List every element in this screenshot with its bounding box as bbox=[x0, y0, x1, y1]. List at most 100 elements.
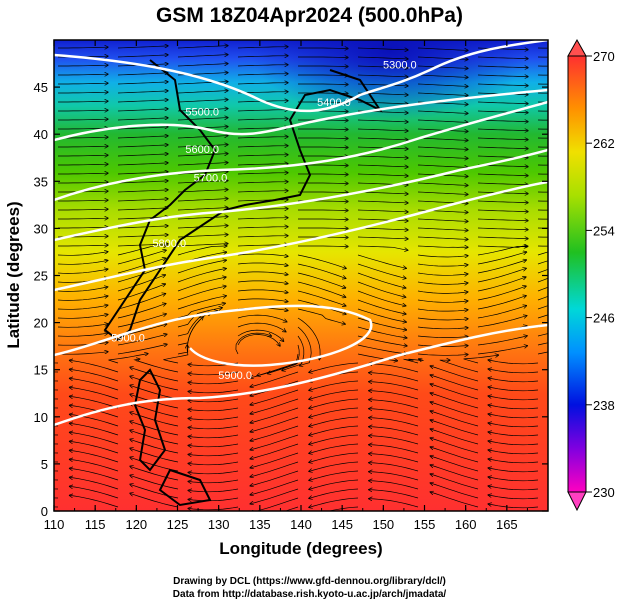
streamline bbox=[54, 497, 59, 499]
streamline bbox=[117, 226, 168, 229]
y-tick-label: 20 bbox=[34, 316, 48, 331]
streamline bbox=[309, 470, 359, 480]
streamline bbox=[57, 260, 108, 265]
streamline bbox=[439, 360, 479, 373]
streamlines bbox=[54, 46, 548, 511]
contour-label: 5400.0 bbox=[317, 97, 351, 109]
streamline bbox=[57, 324, 108, 328]
streamline bbox=[309, 425, 359, 435]
streamline bbox=[130, 466, 179, 481]
y-tick-label: 35 bbox=[34, 174, 48, 189]
streamline bbox=[309, 389, 359, 399]
streamline bbox=[130, 376, 179, 391]
streamline bbox=[298, 57, 348, 58]
streamline bbox=[188, 471, 239, 474]
y-tick-label: 30 bbox=[34, 221, 48, 236]
streamline bbox=[477, 210, 528, 212]
streamline bbox=[54, 470, 59, 472]
streamline bbox=[357, 65, 408, 68]
streamline bbox=[488, 414, 539, 419]
streamline bbox=[177, 217, 228, 220]
streamline bbox=[369, 436, 419, 445]
streamline bbox=[237, 218, 288, 219]
streamline bbox=[357, 263, 406, 278]
streamline bbox=[477, 252, 527, 265]
streamline bbox=[188, 489, 239, 492]
x-tick-label: 115 bbox=[85, 517, 106, 532]
streamline bbox=[177, 244, 228, 247]
streamline bbox=[117, 91, 168, 94]
streamline bbox=[477, 336, 527, 346]
streamline bbox=[188, 426, 239, 429]
streamline bbox=[417, 218, 468, 221]
streamline bbox=[417, 336, 468, 338]
streamline bbox=[58, 200, 108, 201]
streamline bbox=[237, 182, 288, 183]
streamline bbox=[488, 432, 539, 437]
streamline bbox=[177, 163, 228, 166]
colorbar: 270 262 254 246 238 230 bbox=[567, 38, 615, 512]
streamline bbox=[297, 254, 346, 268]
streamline bbox=[477, 57, 528, 59]
x-tick-label: 155 bbox=[414, 517, 436, 532]
streamline bbox=[177, 145, 228, 148]
streamline bbox=[417, 119, 468, 122]
streamline bbox=[57, 342, 108, 346]
streamline bbox=[177, 190, 228, 193]
streamline bbox=[369, 364, 419, 373]
streamline bbox=[177, 136, 228, 139]
streamline bbox=[117, 217, 168, 220]
streamline bbox=[237, 298, 288, 302]
streamline bbox=[117, 55, 168, 58]
streamline bbox=[58, 209, 108, 210]
streamline bbox=[309, 362, 359, 372]
streamline bbox=[357, 209, 408, 212]
y-axis-label: Latitude (degrees) bbox=[4, 201, 23, 348]
streamline bbox=[237, 191, 288, 192]
x-tick-label: 135 bbox=[249, 517, 271, 532]
streamline bbox=[54, 389, 59, 391]
streamline bbox=[477, 174, 528, 176]
x-tick-label: 165 bbox=[496, 517, 518, 532]
streamline bbox=[58, 182, 108, 183]
streamline bbox=[298, 174, 348, 175]
streamline bbox=[430, 465, 479, 481]
streamline bbox=[177, 277, 226, 292]
streamline bbox=[430, 483, 479, 499]
streamline bbox=[417, 65, 468, 68]
contour-label: 5500.0 bbox=[185, 106, 219, 118]
streamline bbox=[177, 118, 228, 121]
contour-label: 5700.0 bbox=[194, 172, 228, 184]
streamline bbox=[177, 260, 226, 274]
streamline bbox=[488, 441, 539, 446]
streamline bbox=[357, 164, 408, 167]
streamline bbox=[117, 82, 168, 85]
streamline bbox=[488, 504, 539, 509]
streamline bbox=[237, 334, 280, 347]
streamline bbox=[309, 497, 359, 507]
streamline bbox=[369, 400, 419, 409]
streamline bbox=[250, 461, 299, 477]
colorbar-tick-label: 230 bbox=[593, 485, 615, 500]
streamline bbox=[177, 109, 228, 112]
streamline bbox=[477, 260, 526, 274]
streamline bbox=[237, 322, 286, 332]
streamline bbox=[117, 334, 167, 346]
streamline bbox=[130, 439, 179, 454]
streamline bbox=[237, 119, 288, 120]
streamline bbox=[58, 146, 108, 147]
streamline bbox=[477, 129, 528, 131]
streamline bbox=[117, 100, 168, 103]
streamline bbox=[297, 281, 346, 297]
streamline bbox=[188, 399, 239, 402]
streamline bbox=[250, 488, 299, 504]
streamline bbox=[417, 182, 468, 185]
streamline bbox=[488, 360, 539, 365]
streamline bbox=[70, 378, 119, 391]
y-tick-label: 25 bbox=[34, 269, 48, 284]
streamline bbox=[357, 344, 407, 354]
streamline bbox=[477, 346, 527, 355]
streamline bbox=[488, 378, 539, 383]
streamline bbox=[250, 362, 299, 378]
streamline bbox=[369, 445, 419, 454]
